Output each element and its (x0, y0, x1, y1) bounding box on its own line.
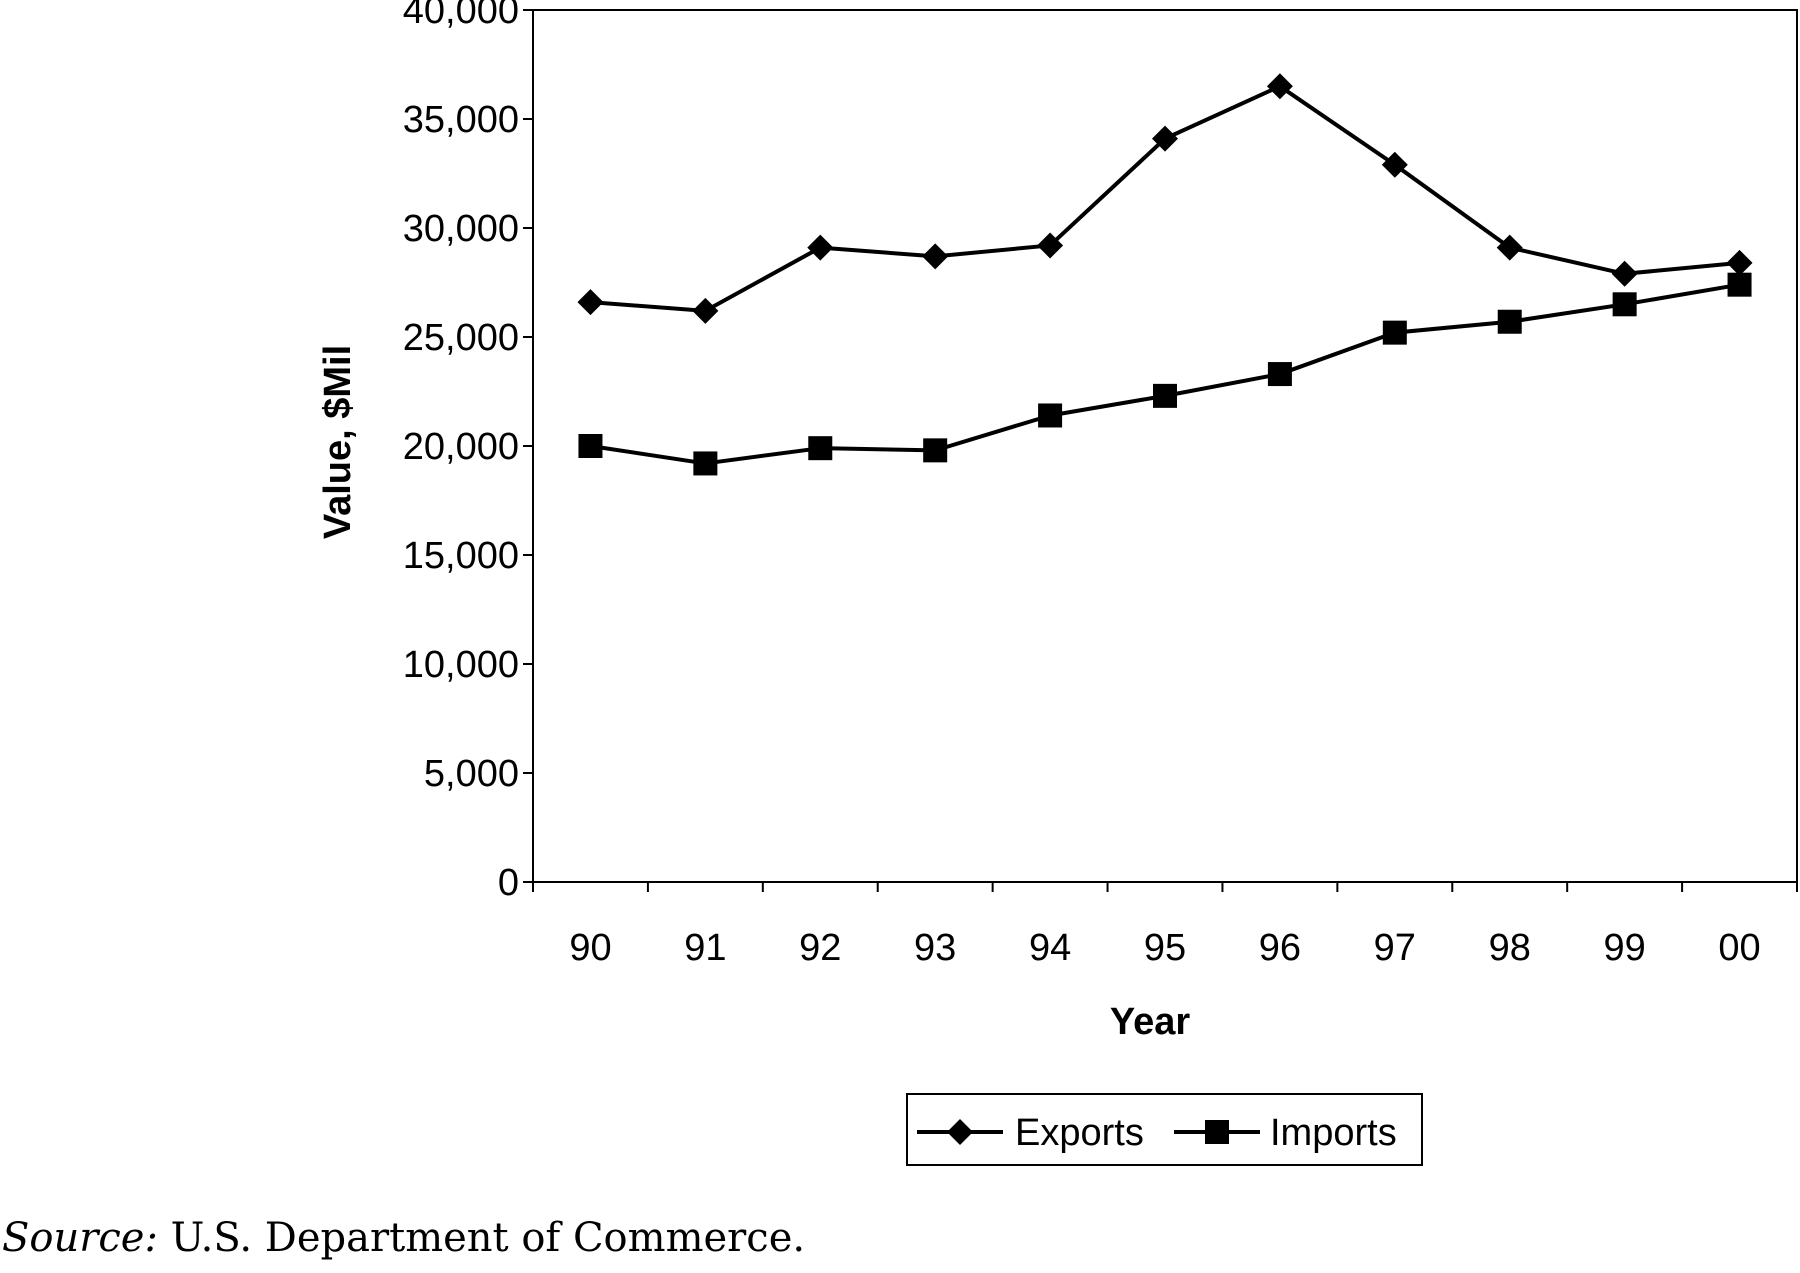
y-tick-label: 10,000 (403, 644, 519, 686)
exports-point (1726, 249, 1753, 276)
x-tick-label: 91 (684, 927, 726, 969)
y-tick-label: 35,000 (403, 99, 519, 141)
imports-point (578, 434, 603, 458)
y-tick-label: 40,000 (403, 0, 519, 32)
imports-point (808, 436, 833, 461)
legend-box (906, 1093, 1423, 1166)
x-tick-label: 00 (1718, 927, 1760, 969)
imports-point (1727, 272, 1752, 297)
imports-point (1382, 320, 1407, 345)
y-tick-label: 15,000 (403, 535, 519, 577)
x-tick-label: 93 (914, 927, 956, 969)
source-note: Source: U.S. Department of Commerce. (2, 1215, 805, 1261)
legend-imports-label: Imports (1270, 1112, 1397, 1154)
exports-point (692, 297, 719, 324)
x-tick-label: 92 (799, 927, 841, 969)
x-tick-label: 98 (1489, 927, 1531, 969)
series-layer (577, 73, 1753, 476)
imports-point (1267, 362, 1292, 387)
y-tick-label: 25,000 (403, 317, 519, 359)
legend: Exports Imports (906, 1093, 1423, 1166)
x-tick-label: 97 (1374, 927, 1416, 969)
exports-point (577, 289, 604, 316)
exports-point (1266, 73, 1293, 100)
exports-point (1152, 125, 1178, 152)
legend-imports-marker (1205, 1120, 1229, 1144)
imports-point (1497, 309, 1522, 334)
source-text: U.S. Department of Commerce. (170, 1215, 806, 1261)
exports-point (1037, 232, 1064, 259)
imports-point (923, 438, 948, 463)
x-tick-label: 90 (569, 927, 611, 969)
x-tick-label: 96 (1259, 927, 1301, 969)
x-axis-title: Year (1110, 1001, 1191, 1043)
source-label: Source: (2, 1215, 158, 1261)
x-tick-label: 94 (1029, 927, 1071, 969)
x-tick-label: 95 (1144, 927, 1186, 969)
imports-point (693, 451, 718, 476)
exports-point (807, 234, 834, 261)
exports-point (1496, 234, 1523, 261)
imports-point (1612, 292, 1637, 317)
legend-exports-marker (947, 1119, 973, 1145)
imports-point (1153, 383, 1177, 408)
exports-line (590, 84, 1740, 313)
exports-point (1611, 260, 1638, 287)
y-tick-label: 30,000 (403, 208, 519, 250)
imports-point (1038, 403, 1063, 428)
exports-point (922, 243, 949, 270)
legend-exports-label: Exports (1015, 1112, 1144, 1154)
x-tick-label: 99 (1603, 927, 1645, 969)
y-axis-title: Value, $Mil (317, 345, 359, 539)
y-tick-label: 20,000 (403, 426, 519, 468)
x-axis: 90 91 92 93 94 95 96 97 98 99 00 (532, 882, 1798, 969)
y-tick-label: 0 (498, 862, 519, 904)
exports-point (1381, 151, 1408, 178)
y-axis: 0 5,000 10,000 15,000 20,000 25,000 30,000 35,0… (403, 0, 1798, 904)
imports-line (590, 282, 1740, 466)
y-tick-label: 5,000 (424, 753, 519, 795)
